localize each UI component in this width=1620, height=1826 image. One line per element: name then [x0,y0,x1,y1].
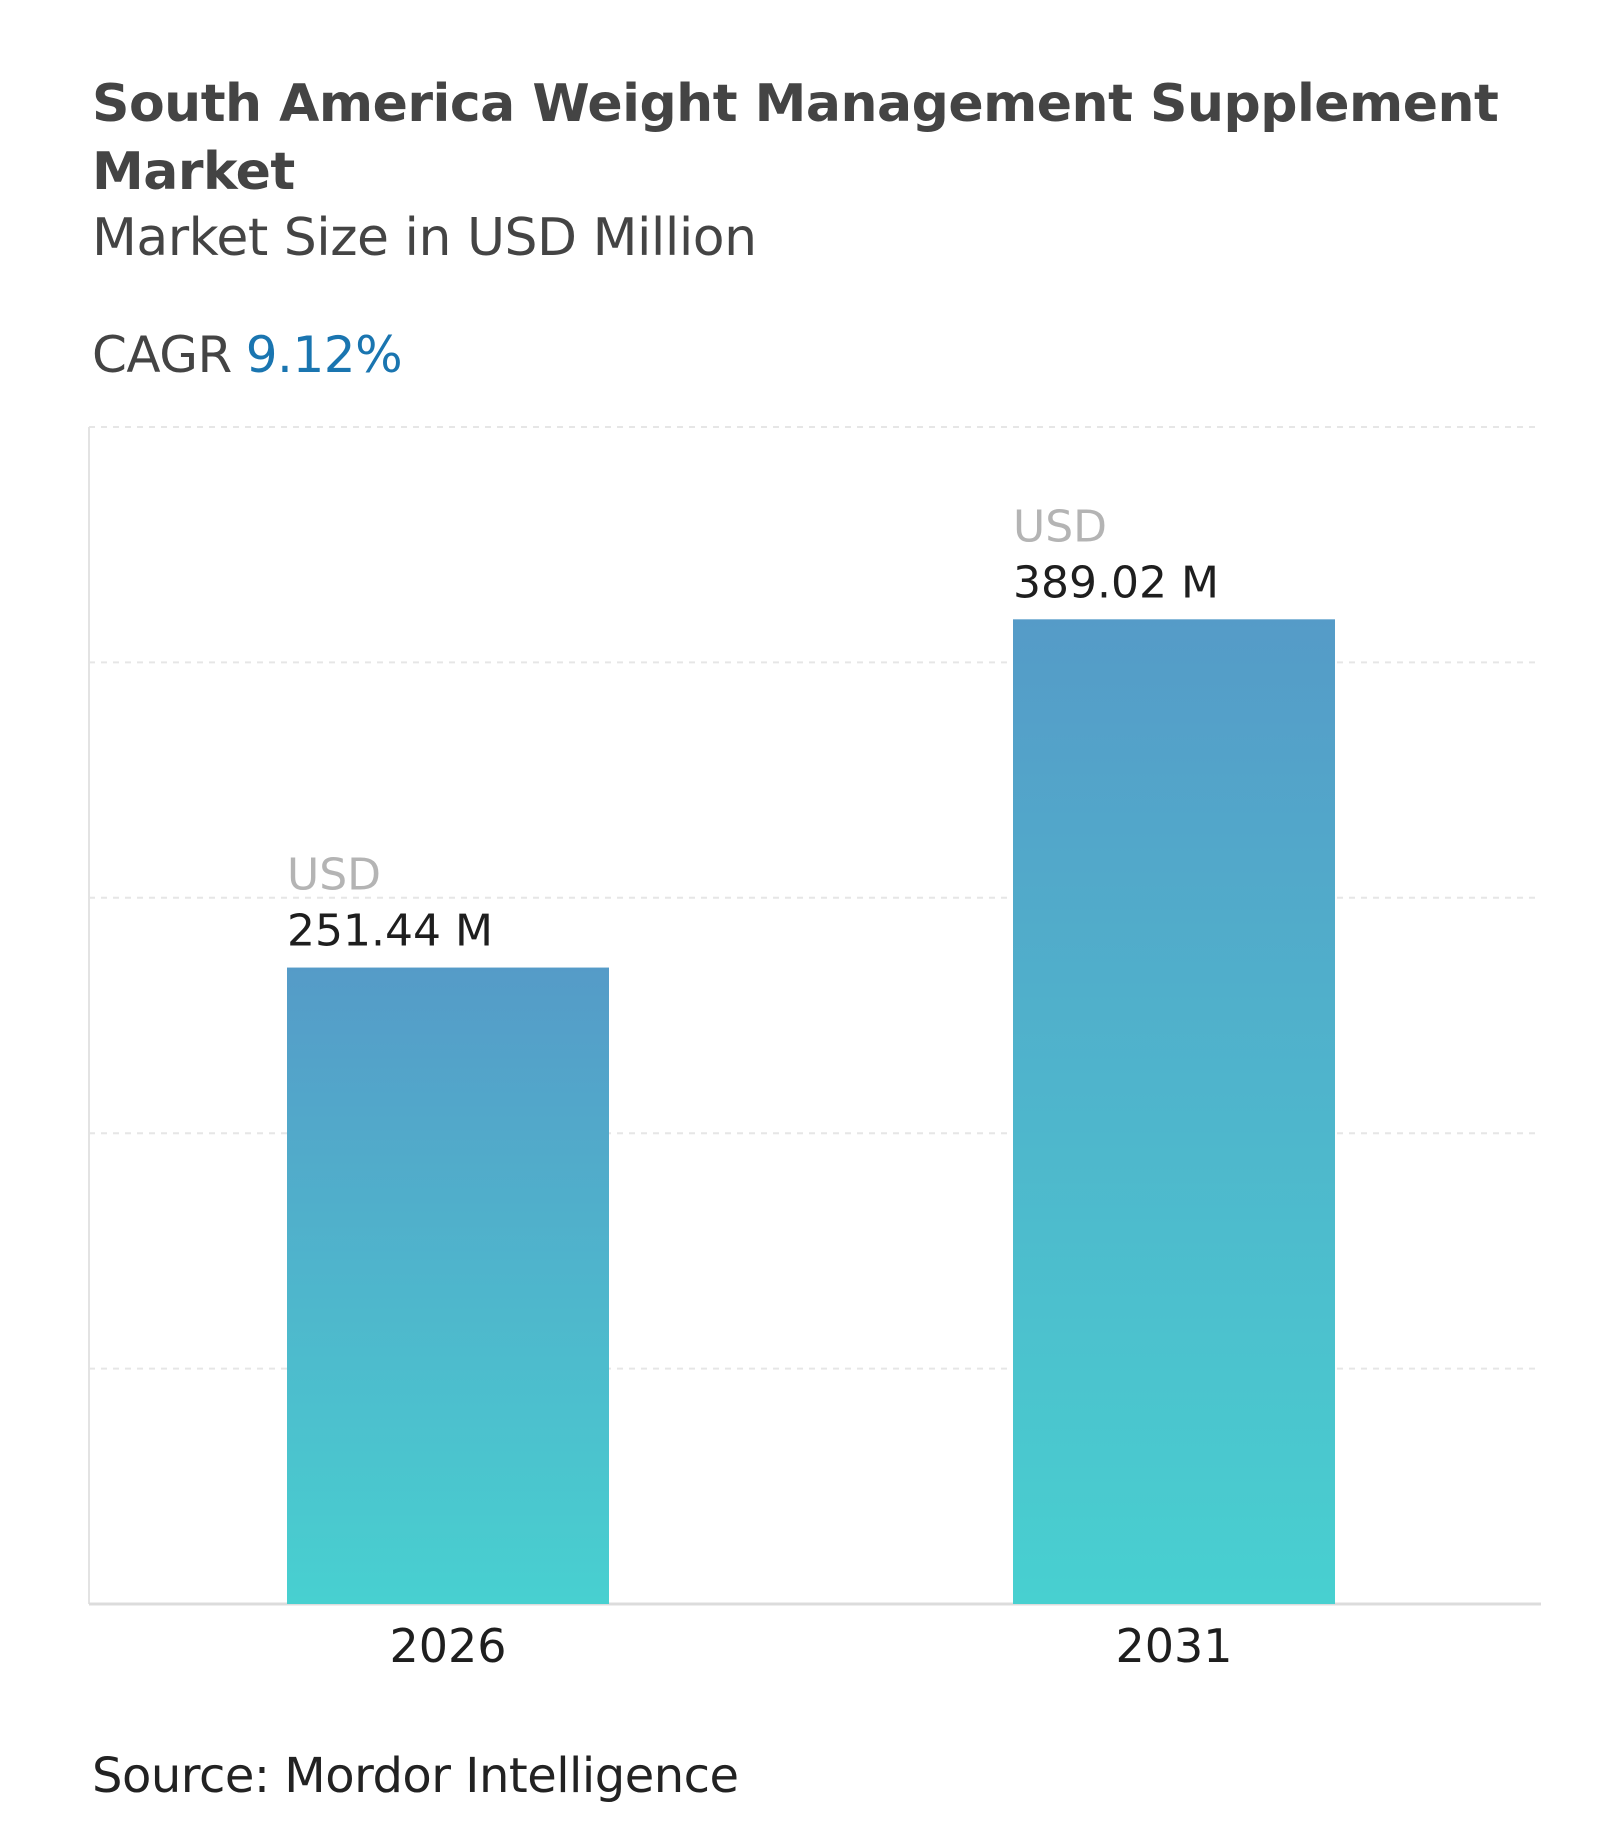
chart-subtitle: Market Size in USD Million [92,208,757,268]
chart-title: South America Weight Management Suppleme… [92,74,1499,202]
cagr: CAGR 9.12% [92,326,403,384]
cagr-value: 9.12% [245,326,403,384]
bar-2031 [1013,619,1335,1604]
cagr-label: CAGR [92,326,232,384]
source-note: Source: Mordor Intelligence [92,1748,739,1804]
x-tick-label: 2031 [1115,1619,1232,1673]
bar-2026 [287,967,609,1604]
x-axis-ticks: 2026 2031 [389,1619,1232,1673]
data-label-currency: USD [1013,501,1107,552]
bars [287,619,1335,1604]
data-label-currency: USD [287,850,381,901]
data-label-value: 251.44 M [287,906,493,957]
data-label-value: 389.02 M [1013,557,1219,608]
x-tick-label: 2026 [389,1619,506,1673]
